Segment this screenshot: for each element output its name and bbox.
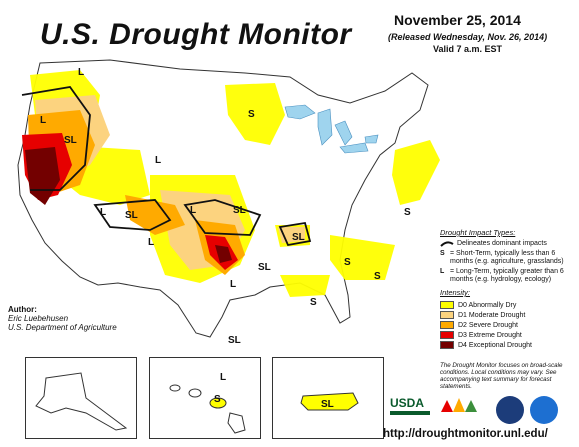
d0-label: D0 Abnormally Dry [458,301,517,309]
long-term-key: L [440,268,445,275]
label-l-colorado: L [190,205,196,216]
d3-swatch [440,331,454,339]
hawaii-inset: L S [149,357,261,439]
legend-long-term: L = Long-Term, typically greater than 6 … [440,268,579,284]
d4-swatch [440,341,454,349]
label-s-gulf: S [310,297,317,308]
label-l-texas: L [230,279,236,290]
legend-d2: D2 Severe Drought [440,320,579,330]
impact-lines [21,86,312,247]
label-s-hawaii: S [214,394,221,405]
hawaii-map: L S [169,372,246,434]
valid-time: Valid 7 a.m. EST [433,44,503,54]
alaska-map [35,372,128,431]
author-org: U.S. Department of Agriculture [8,323,117,332]
short-term-key: S [440,250,445,257]
legend-short-term: S = Short-Term, typically less than 6 mo… [440,250,579,266]
d2-swatch [440,321,454,329]
author-label: Author: [8,305,37,314]
noaa-logo-icon [530,396,558,424]
map-title: U.S. Drought Monitor [40,18,352,51]
label-l-california: L [40,115,46,126]
label-sl-oklahoma: SL [258,262,271,273]
author-block: Author: Eric Luebehusen U.S. Department … [8,305,117,332]
long-term-text: = Long-Term, typically greater than 6 mo… [450,268,564,283]
alaska-inset [25,357,137,439]
legend-d0: D0 Abnormally Dry [440,300,579,310]
d0-swatch [440,301,454,309]
author-name: Eric Luebehusen [8,314,69,323]
legend-d1: D1 Moderate Drought [440,310,579,320]
label-sl-south-texas: SL [228,335,241,346]
legend: Drought Impact Types: Delineates dominan… [440,228,579,350]
label-s-dakota: S [248,109,255,120]
release-date: (Released Wednesday, Nov. 26, 2014) [388,32,548,42]
short-term-text: = Short-Term, typically less than 6 mont… [450,250,564,265]
intensity-header: Intensity: [440,288,471,297]
impact-header: Drought Impact Types: [440,228,516,237]
great-lakes [284,104,379,154]
puerto-rico-inset: SL [272,357,384,439]
legend-d4: D4 Exceptional Drought [440,340,579,350]
label-sl-missouri: SL [292,232,305,243]
legend-impact-line: Delineates dominant impacts [440,240,579,248]
d4-label: D4 Exceptional Drought [458,341,532,349]
label-l-hawaii: L [220,372,226,383]
doc-seal-icon [496,396,524,424]
usda-logo-text: USDA [390,396,425,410]
ndmc-emblem [441,398,477,412]
d2-label: D2 Severe Drought [458,321,518,329]
map-date: November 25, 2014 [394,12,521,28]
impact-line-text: Delineates dominant impacts [457,240,547,247]
label-s-tennessee: S [344,257,351,268]
puerto-rico-map: SL [300,392,359,411]
drought-monitor-url[interactable]: http://droughtmonitor.unl.edu/ [383,428,548,440]
d3-label: D3 Extreme Drought [458,331,522,339]
label-l-oregon: L [78,67,84,78]
usda-logo: USDA [390,396,430,422]
d1-label: D1 Moderate Drought [458,311,526,319]
impact-line-icon [440,241,454,247]
d1-swatch [440,311,454,319]
label-sl-kansas: SL [233,205,246,216]
label-sl-puerto-rico: SL [321,399,334,410]
ndmc-logo [435,394,489,424]
label-l-arizona: L [148,237,154,248]
label-l-wyoming: L [155,155,161,166]
drought-map: L L SL L S L SL L SL L SL L SL S S S S S… [17,59,440,346]
label-sl-utah: SL [125,210,138,221]
disclaimer-note: The Drought Monitor focuses on broad-sca… [440,362,563,390]
label-l-nevada: L [100,207,106,218]
legend-d3: D3 Extreme Drought [440,330,579,340]
label-s-georgia: S [374,271,381,282]
label-sl-california: SL [64,135,77,146]
label-s-virginia: S [404,207,411,218]
